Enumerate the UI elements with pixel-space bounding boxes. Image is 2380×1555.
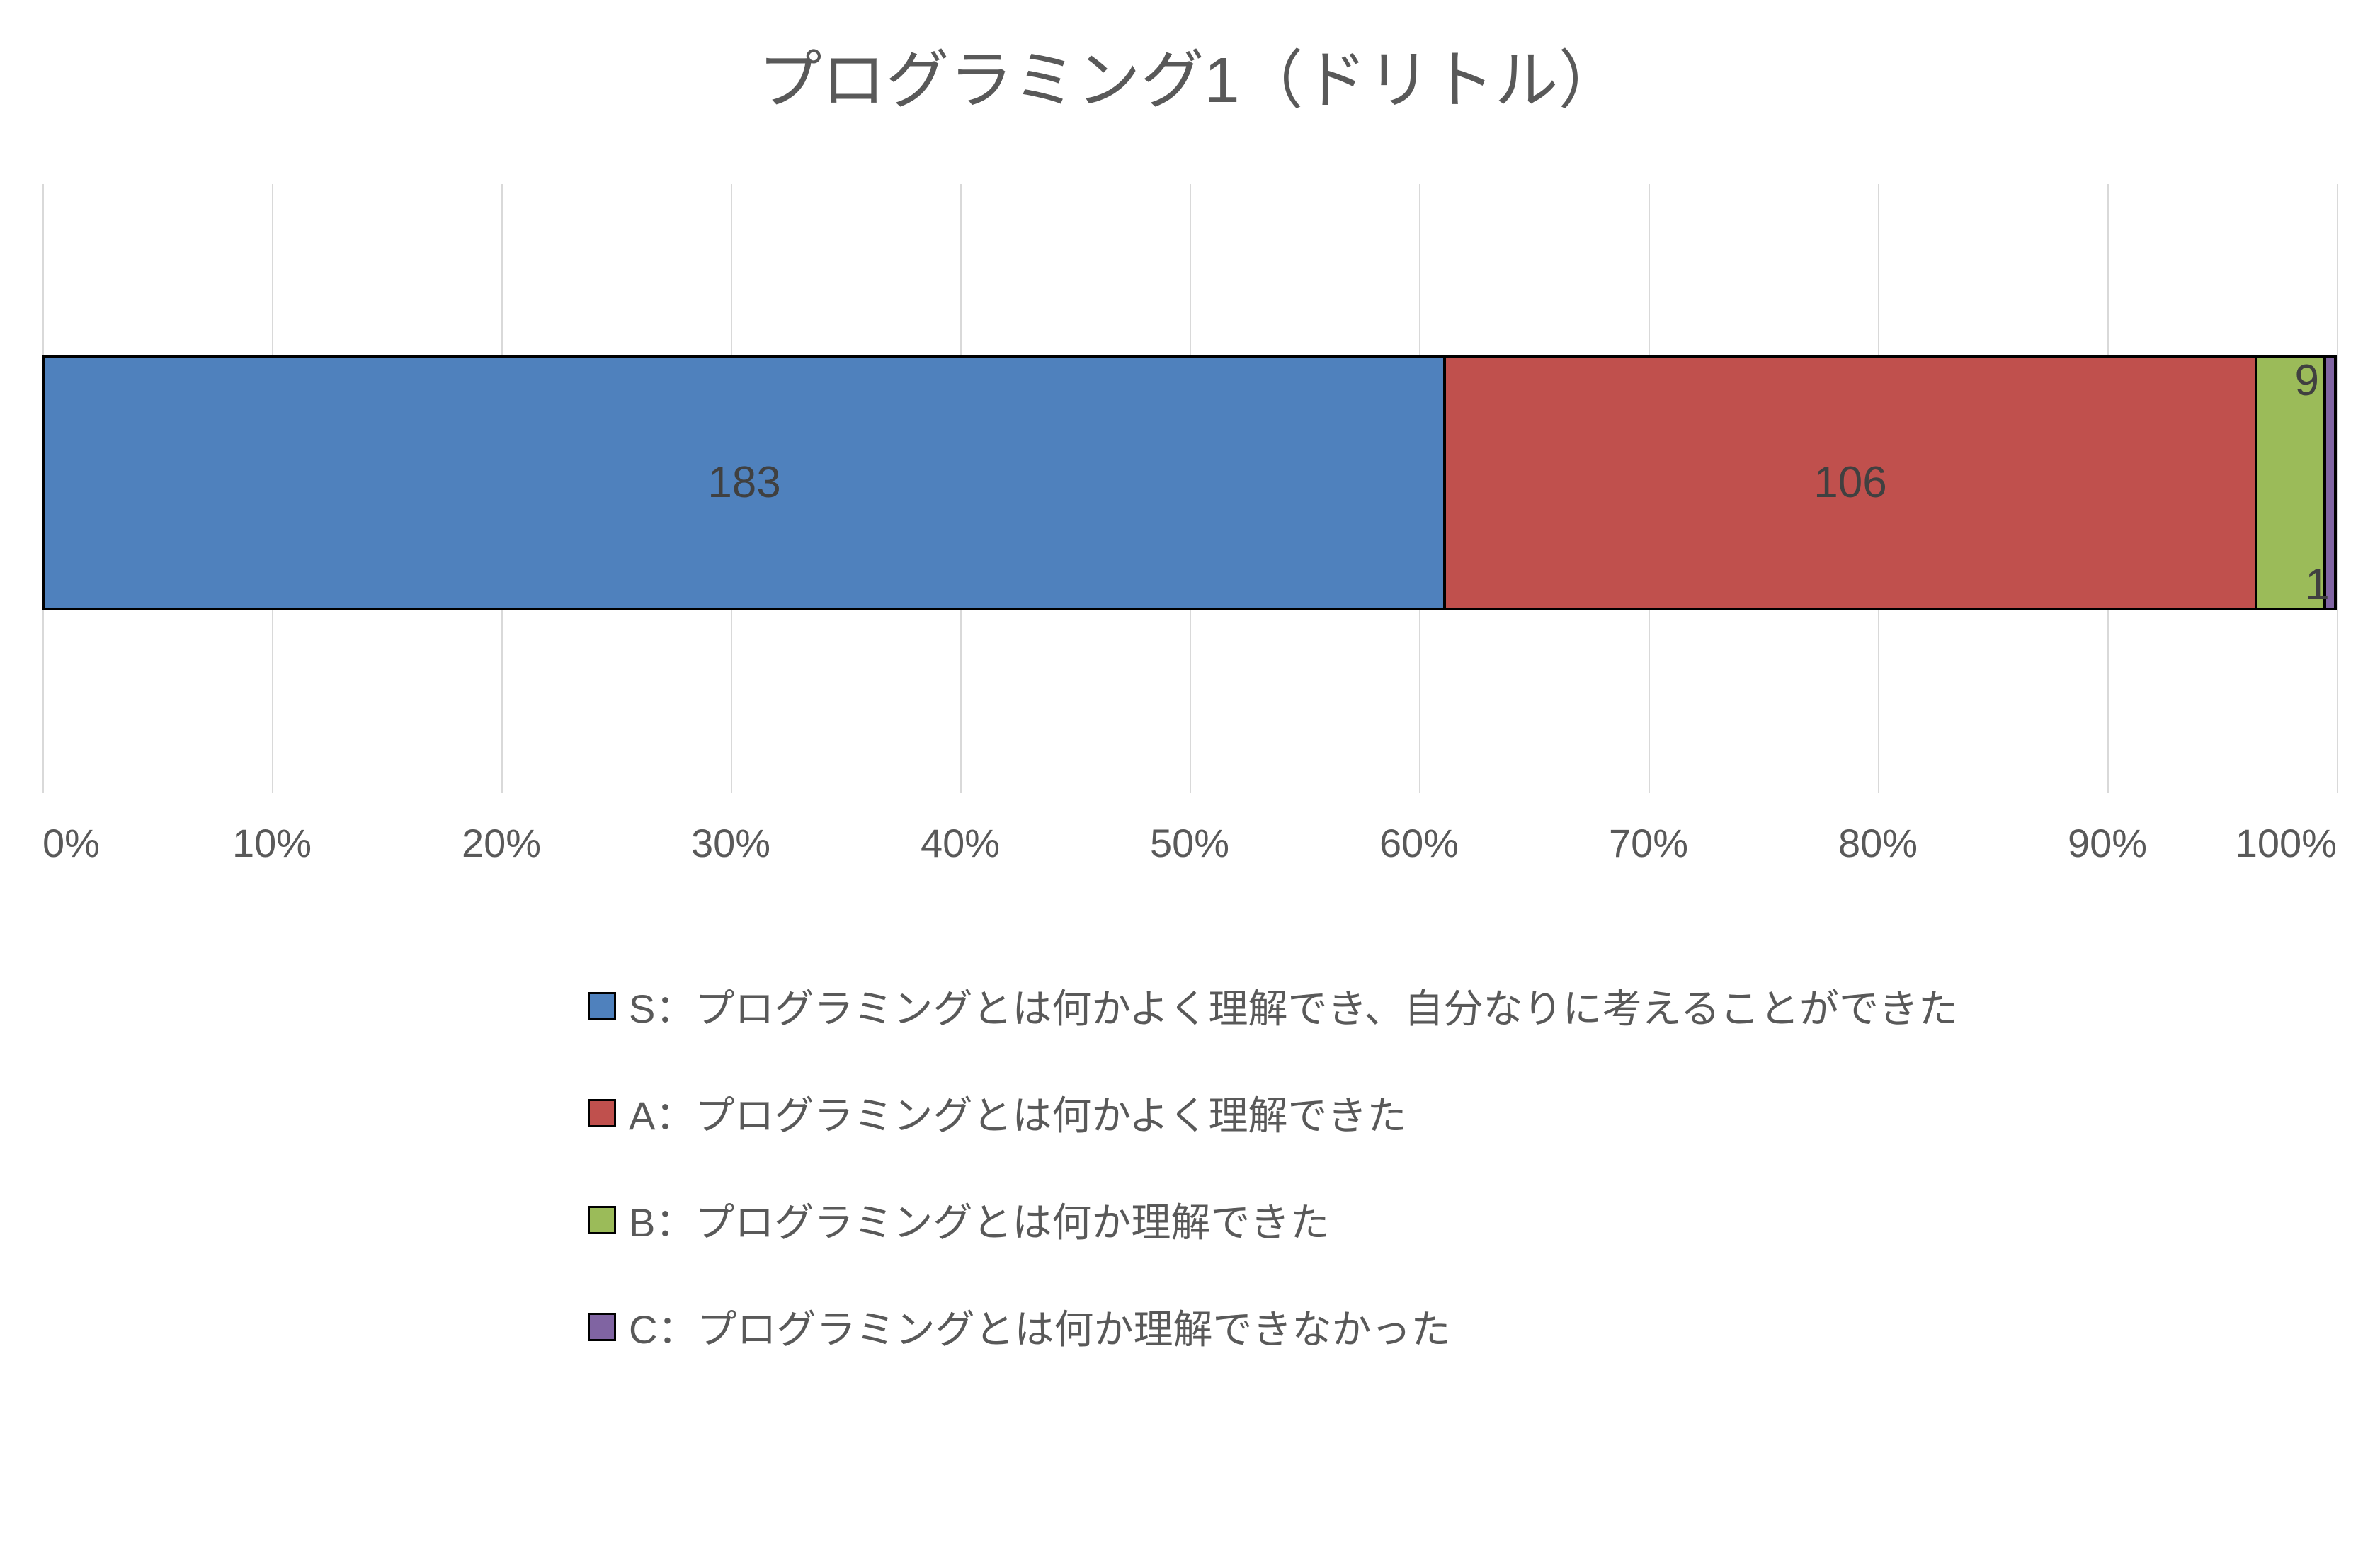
bar-segment-A: 106 (1446, 358, 2257, 608)
legend-swatch (588, 1099, 616, 1127)
x-axis: 0% 10% 20% 30% 40% 50% 60% 70% 80% 90% 100% (42, 820, 2337, 877)
bar-value-label: 9 (2295, 355, 2319, 406)
gridline (2337, 184, 2338, 793)
x-tick-label: 10% (232, 820, 312, 866)
legend-label: C：プログラミングとは何か理解できなかった (629, 1298, 1450, 1355)
bar-value-label: 106 (1814, 457, 1886, 508)
x-tick-label: 100% (2236, 820, 2337, 866)
x-tick-label: 70% (1609, 820, 1688, 866)
legend: S：プログラミングとは何かよく理解でき、自分なりに考えることができた A：プログラ… (588, 977, 1958, 1355)
bar-value-label: 183 (707, 457, 780, 508)
plot-area: 18310691 (42, 184, 2337, 793)
legend-item-B: B：プログラミングとは何か理解できた (588, 1191, 1958, 1248)
legend-label: S：プログラミングとは何かよく理解でき、自分なりに考えることができた (629, 977, 1958, 1035)
legend-swatch (588, 1206, 616, 1234)
bar-segment-S: 183 (45, 358, 1446, 608)
legend-item-C: C：プログラミングとは何か理解できなかった (588, 1298, 1958, 1355)
chart-title: プログラミング1（ドリトル） (0, 0, 2380, 120)
bar-track: 18310691 (42, 355, 2337, 610)
legend-label: B：プログラミングとは何か理解できた (629, 1191, 1329, 1248)
x-tick-label: 50% (1150, 820, 1229, 866)
legend-swatch (588, 1313, 616, 1341)
x-tick-label: 0% (42, 820, 100, 866)
legend-item-A: A：プログラミングとは何かよく理解できた (588, 1084, 1958, 1141)
legend-swatch (588, 992, 616, 1020)
x-tick-label: 20% (462, 820, 541, 866)
x-tick-label: 30% (691, 820, 770, 866)
legend-item-S: S：プログラミングとは何かよく理解でき、自分なりに考えることができた (588, 977, 1958, 1035)
x-tick-label: 40% (921, 820, 1000, 866)
legend-label: A：プログラミングとは何かよく理解できた (629, 1084, 1407, 1141)
x-tick-label: 60% (1379, 820, 1459, 866)
x-tick-label: 90% (2068, 820, 2147, 866)
bar-segment-C: 1 (2326, 358, 2334, 608)
bar-value-label: 1 (2305, 559, 2329, 610)
x-tick-label: 80% (1838, 820, 1918, 866)
chart-container: プログラミング1（ドリトル） 18310691 0%10%20%30%40%50… (0, 0, 2380, 1555)
